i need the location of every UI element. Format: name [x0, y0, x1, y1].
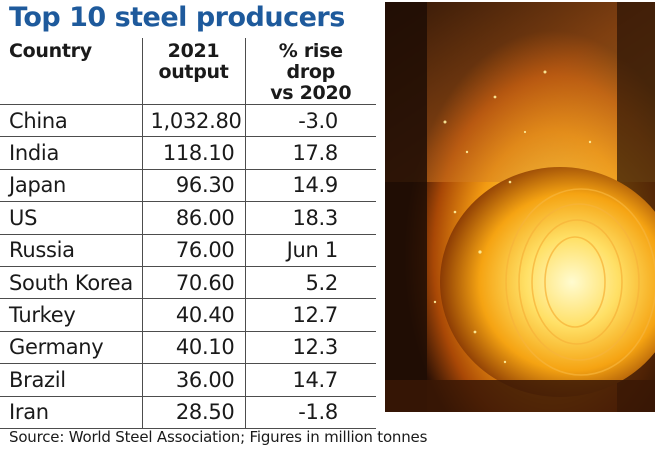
header-country-line1: Country — [9, 40, 92, 62]
country-cell: Japan — [0, 169, 143, 203]
change-cell: -3.0 — [245, 104, 376, 138]
photo-upper-haze — [385, 2, 655, 182]
change-cell: 14.9 — [245, 169, 376, 203]
steel-coil-image — [385, 2, 655, 412]
header-output-line1: 2021 — [167, 40, 220, 62]
change-cell: -1.8 — [245, 396, 376, 429]
header-row: Country 2021 output % rise drop vs 2020 — [0, 38, 376, 105]
country-cell: India — [0, 136, 143, 170]
steel-coil — [440, 167, 655, 397]
country-cell: Germany — [0, 331, 143, 365]
table-row: Turkey 40.40 12.7 — [0, 298, 376, 332]
table-row: China 1,032.80 -3.0 — [0, 104, 376, 138]
sparks — [433, 70, 592, 364]
change-cell: 12.7 — [245, 298, 376, 332]
table-body: China 1,032.80 -3.0 India 118.10 17.8 Japan 96.… — [0, 104, 376, 429]
country-cell: Turkey — [0, 298, 143, 332]
output-cell: 76.00 — [142, 234, 246, 267]
header-change: % rise drop vs 2020 — [245, 38, 376, 105]
table-row: Russia 76.00 Jun 1 — [0, 234, 376, 267]
country-cell: Russia — [0, 234, 143, 267]
table-row: South Korea 70.60 5.2 — [0, 266, 376, 300]
header-output-line2: output — [158, 61, 229, 83]
table-row: Germany 40.10 12.3 — [0, 331, 376, 365]
output-cell: 96.30 — [142, 169, 246, 203]
photo-left-shadow — [385, 2, 427, 412]
steel-coil-photo — [385, 2, 655, 412]
header-change-line1: % rise drop — [278, 40, 343, 83]
change-cell: 17.8 — [245, 136, 376, 170]
header-country: Country — [0, 38, 143, 105]
output-cell: 1,032.80 — [142, 104, 246, 138]
source-note: Source: World Steel Association; Figures… — [9, 428, 428, 446]
country-cell: South Korea — [0, 266, 143, 300]
change-cell: 14.7 — [245, 363, 376, 397]
steel-producers-table: Country 2021 output % rise drop vs 2020 … — [0, 38, 376, 429]
country-cell: Iran — [0, 396, 143, 429]
change-cell: 18.3 — [245, 201, 376, 235]
table-row: Iran 28.50 -1.8 — [0, 396, 376, 429]
header-change-line2: vs 2020 — [270, 82, 352, 104]
photo-floor — [385, 380, 655, 412]
change-cell: 12.3 — [245, 331, 376, 365]
output-cell: 70.60 — [142, 266, 246, 300]
table-row: Japan 96.30 14.9 — [0, 169, 376, 203]
output-cell: 86.00 — [142, 201, 246, 235]
output-cell: 36.00 — [142, 363, 246, 397]
coil-rings — [505, 188, 655, 376]
steel-table-container: Country 2021 output % rise drop vs 2020 … — [0, 38, 376, 429]
output-cell: 40.10 — [142, 331, 246, 365]
change-cell: 5.2 — [245, 266, 376, 300]
output-cell: 40.40 — [142, 298, 246, 332]
change-cell: Jun 1 — [245, 234, 376, 267]
table-header: Country 2021 output % rise drop vs 2020 — [0, 38, 376, 105]
country-cell: Brazil — [0, 363, 143, 397]
output-cell: 28.50 — [142, 396, 246, 429]
header-output: 2021 output — [142, 38, 246, 105]
table-row: India 118.10 17.8 — [0, 136, 376, 170]
table-row: US 86.00 18.3 — [0, 201, 376, 235]
table-row: Brazil 36.00 14.7 — [0, 363, 376, 397]
country-cell: US — [0, 201, 143, 235]
output-cell: 118.10 — [142, 136, 246, 170]
chart-title: Top 10 steel producers — [9, 2, 345, 33]
country-cell: China — [0, 104, 143, 138]
